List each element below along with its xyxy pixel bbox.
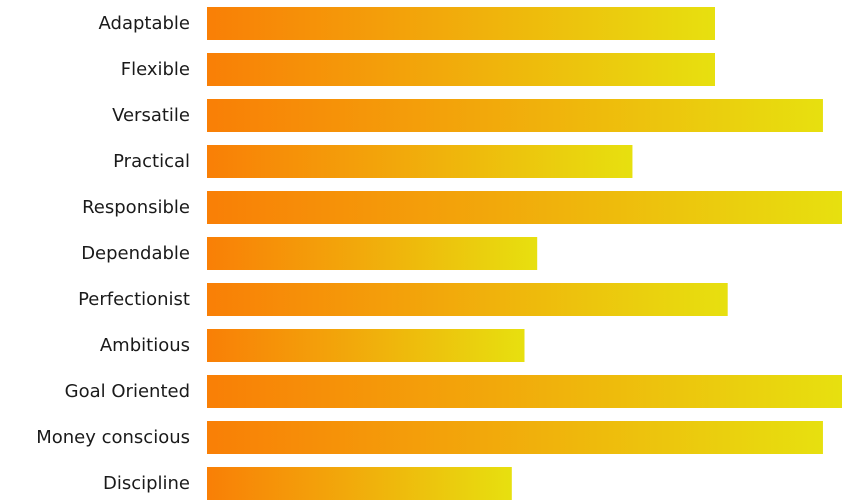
bar-versatile [207, 99, 823, 132]
category-label-practical: Practical [113, 151, 190, 172]
category-label-goal-oriented: Goal Oriented [65, 381, 190, 402]
bar-practical [207, 145, 633, 178]
category-label-adaptable: Adaptable [99, 13, 190, 34]
category-label-ambitious: Ambitious [100, 335, 190, 356]
category-label-money-conscious: Money conscious [36, 427, 190, 448]
category-label-flexible: Flexible [121, 59, 190, 80]
bar-dependable [207, 237, 538, 270]
bar-adaptable [207, 7, 715, 40]
category-label-responsible: Responsible [82, 197, 190, 218]
bar-discipline [207, 467, 512, 500]
category-label-dependable: Dependable [81, 243, 190, 264]
bar-perfectionist [207, 283, 728, 316]
bar-flexible [207, 53, 715, 86]
bar-responsible [207, 191, 842, 224]
category-label-perfectionist: Perfectionist [78, 289, 190, 310]
category-label-versatile: Versatile [112, 105, 190, 126]
bar-money-conscious [207, 421, 823, 454]
bar-goal-oriented [207, 375, 842, 408]
category-label-discipline: Discipline [103, 473, 190, 494]
bars-group [207, 7, 842, 500]
bar-ambitious [207, 329, 525, 362]
category-labels-group: Adaptable Flexible Versatile Practical Respo… [36, 13, 190, 494]
